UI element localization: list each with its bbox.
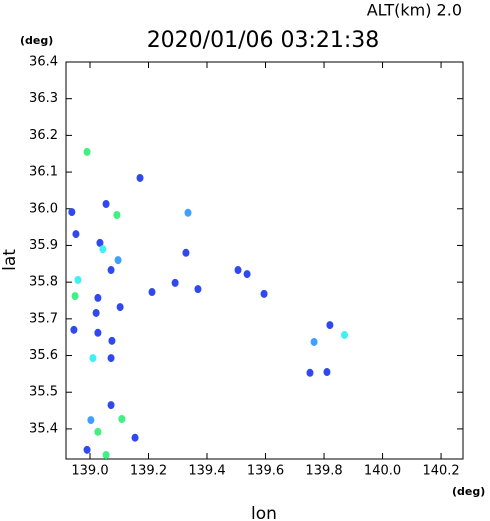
echo-point xyxy=(70,325,78,334)
plot-frame xyxy=(65,61,464,460)
echo-point xyxy=(234,266,242,275)
echo-point xyxy=(102,199,110,208)
echo-point xyxy=(108,336,116,345)
echo-point xyxy=(306,368,314,377)
echo-point xyxy=(71,292,79,301)
echo-point xyxy=(107,354,115,363)
x-tick-label: 139.0 xyxy=(71,464,108,479)
echo-point xyxy=(148,288,156,297)
echo-point xyxy=(323,368,331,377)
echo-point xyxy=(182,248,190,257)
y-tick-label: 36.4 xyxy=(29,55,58,70)
echo-point xyxy=(114,256,122,265)
echo-point xyxy=(260,289,268,298)
y-tick-label: 35.7 xyxy=(29,311,58,326)
y-tick-label: 35.6 xyxy=(29,348,58,363)
echo-point xyxy=(171,278,179,287)
x-tick-label: 139.6 xyxy=(247,464,284,479)
subtitle: ALT(km) 2.0 xyxy=(367,1,462,20)
echo-point xyxy=(94,427,102,436)
y-tick-label: 36.2 xyxy=(29,128,58,143)
echo-point xyxy=(102,450,110,459)
echo-point xyxy=(74,275,82,284)
echo-point xyxy=(107,266,115,275)
y-tick-label: 36.0 xyxy=(29,201,58,216)
x-axis-label: lon xyxy=(251,504,277,521)
echo-point xyxy=(113,211,121,220)
echo-point xyxy=(118,415,126,424)
echo-point xyxy=(68,208,76,217)
echo-point xyxy=(310,337,318,346)
echo-point xyxy=(92,308,100,317)
y-tick-label: 35.4 xyxy=(29,421,58,436)
x-tick-label: 139.8 xyxy=(305,464,342,479)
echo-point xyxy=(243,270,251,279)
echo-point xyxy=(89,354,97,363)
echo-point xyxy=(94,328,102,337)
x-tick-label: 139.2 xyxy=(130,464,167,479)
echo-point xyxy=(131,433,139,442)
echo-point xyxy=(72,230,80,239)
x-unit: (deg) xyxy=(452,485,485,498)
echo-point xyxy=(116,303,124,312)
echo-point xyxy=(326,321,334,330)
echo-point xyxy=(184,208,192,217)
y-unit: (deg) xyxy=(20,34,53,47)
echo-point xyxy=(99,245,107,254)
echo-point xyxy=(341,330,349,339)
echo-point xyxy=(136,173,144,182)
echo-point xyxy=(94,293,102,302)
y-tick-label: 36.1 xyxy=(29,165,58,180)
echo-point xyxy=(83,147,91,156)
echo-point xyxy=(107,401,115,410)
y-tick-label: 35.5 xyxy=(29,385,58,400)
y-tick-label: 35.9 xyxy=(29,238,58,253)
echo-point xyxy=(194,285,202,294)
x-tick-label: 140.2 xyxy=(422,464,459,479)
y-axis-label: lat xyxy=(0,249,20,271)
x-tick-label: 140.0 xyxy=(364,464,401,479)
x-tick-label: 139.4 xyxy=(188,464,225,479)
y-tick-label: 36.3 xyxy=(29,91,58,106)
echo-point xyxy=(96,238,104,247)
echo-point xyxy=(87,416,95,425)
y-tick-label: 35.8 xyxy=(29,275,58,290)
chart-title: 2020/01/06 03:21:38 xyxy=(147,28,380,53)
echo-point xyxy=(83,445,91,454)
